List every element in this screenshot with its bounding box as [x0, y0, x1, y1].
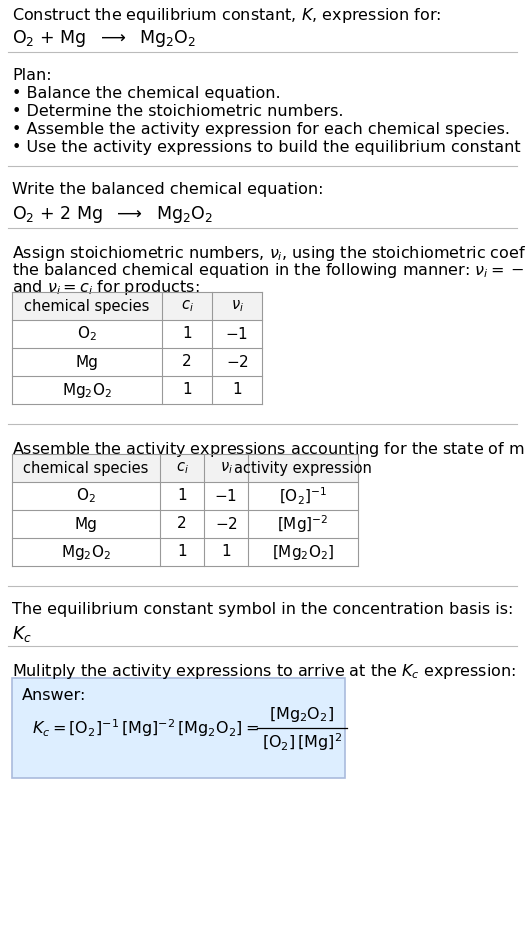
Text: Mg: Mg: [75, 517, 98, 531]
Text: activity expression: activity expression: [234, 460, 372, 475]
Text: the balanced chemical equation in the following manner: $\nu_i = -c_i$ for react: the balanced chemical equation in the fo…: [12, 261, 525, 280]
Text: The equilibrium constant symbol in the concentration basis is:: The equilibrium constant symbol in the c…: [12, 602, 513, 617]
Text: 1: 1: [232, 383, 242, 398]
Text: $c_i$: $c_i$: [181, 298, 193, 314]
Text: O$_2$: O$_2$: [76, 487, 96, 505]
Text: 1: 1: [182, 327, 192, 342]
Text: $[\mathrm{Mg_2O_2}]$: $[\mathrm{Mg_2O_2}]$: [272, 543, 334, 561]
Text: $-2$: $-2$: [226, 354, 248, 370]
Text: O$_2$: O$_2$: [77, 325, 97, 344]
Text: Mg: Mg: [76, 355, 99, 370]
Text: $\nu_i$: $\nu_i$: [230, 298, 244, 314]
Text: chemical species: chemical species: [23, 460, 149, 475]
Text: 1: 1: [177, 545, 187, 559]
Text: Assemble the activity expressions accounting for the state of matter and $\nu_i$: Assemble the activity expressions accoun…: [12, 440, 525, 459]
FancyBboxPatch shape: [12, 678, 345, 778]
Text: $\nu_i$: $\nu_i$: [219, 460, 233, 475]
Text: $K_c = [\mathrm{O_2}]^{-1}\,[\mathrm{Mg}]^{-2}\,[\mathrm{Mg_2O_2}] = $: $K_c = [\mathrm{O_2}]^{-1}\,[\mathrm{Mg}…: [32, 717, 259, 739]
Text: Mg$_2$O$_2$: Mg$_2$O$_2$: [62, 380, 112, 400]
Text: $-1$: $-1$: [225, 326, 248, 342]
Bar: [12, 454, 358, 482]
Text: Construct the equilibrium constant, $K$, expression for:: Construct the equilibrium constant, $K$,…: [12, 6, 442, 25]
Text: Assign stoichiometric numbers, $\nu_i$, using the stoichiometric coefficients, $: Assign stoichiometric numbers, $\nu_i$, …: [12, 244, 525, 263]
Text: chemical species: chemical species: [24, 299, 150, 314]
Text: $c_i$: $c_i$: [175, 460, 188, 475]
Text: 1: 1: [177, 488, 187, 503]
Text: and $\nu_i = c_i$ for products:: and $\nu_i = c_i$ for products:: [12, 278, 199, 297]
Text: $[\mathrm{O_2}]\,[\mathrm{Mg}]^2$: $[\mathrm{O_2}]\,[\mathrm{Mg}]^2$: [262, 731, 342, 753]
Text: $K_c$: $K_c$: [12, 624, 32, 644]
Text: • Determine the stoichiometric numbers.: • Determine the stoichiometric numbers.: [12, 104, 343, 119]
Text: 1: 1: [221, 545, 231, 559]
Text: • Use the activity expressions to build the equilibrium constant expression.: • Use the activity expressions to build …: [12, 140, 525, 155]
Text: Mg$_2$O$_2$: Mg$_2$O$_2$: [61, 543, 111, 561]
Text: 1: 1: [182, 383, 192, 398]
Text: $-2$: $-2$: [215, 516, 237, 532]
Text: $-1$: $-1$: [215, 488, 237, 504]
Text: Plan:: Plan:: [12, 68, 51, 83]
Text: O$_2$ + Mg  $\longrightarrow$  Mg$_2$O$_2$: O$_2$ + Mg $\longrightarrow$ Mg$_2$O$_2$: [12, 28, 196, 49]
Text: Mulitply the activity expressions to arrive at the $K_c$ expression:: Mulitply the activity expressions to arr…: [12, 662, 516, 681]
Text: 2: 2: [177, 517, 187, 531]
Text: Answer:: Answer:: [22, 688, 87, 703]
Text: $[\mathrm{Mg}]^{-2}$: $[\mathrm{Mg}]^{-2}$: [277, 513, 329, 535]
Text: Write the balanced chemical equation:: Write the balanced chemical equation:: [12, 182, 323, 197]
Text: $[\mathrm{Mg_2O_2}]$: $[\mathrm{Mg_2O_2}]$: [269, 705, 334, 725]
Text: • Balance the chemical equation.: • Balance the chemical equation.: [12, 86, 281, 101]
Text: O$_2$ + 2 Mg  $\longrightarrow$  Mg$_2$O$_2$: O$_2$ + 2 Mg $\longrightarrow$ Mg$_2$O$_…: [12, 204, 213, 225]
Text: $[\mathrm{O_2}]^{-1}$: $[\mathrm{O_2}]^{-1}$: [279, 486, 327, 506]
Bar: [12, 292, 262, 320]
Text: • Assemble the activity expression for each chemical species.: • Assemble the activity expression for e…: [12, 122, 510, 137]
Text: 2: 2: [182, 355, 192, 370]
